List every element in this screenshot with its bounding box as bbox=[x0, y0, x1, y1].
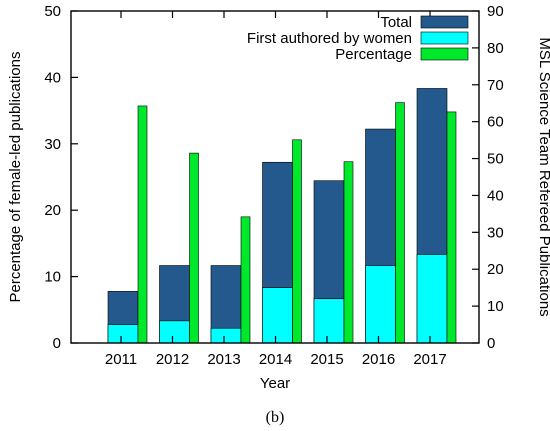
bar-first-authored-by-women bbox=[262, 287, 293, 344]
legend-swatch bbox=[420, 31, 469, 45]
y2-axis-title: MSL Science Team Refereed Publications bbox=[536, 37, 550, 316]
y2-tick-label: 70 bbox=[487, 77, 504, 94]
bar-percentage bbox=[189, 152, 199, 344]
bars-layer bbox=[107, 88, 457, 344]
y2-tick-label: 30 bbox=[487, 224, 504, 241]
x-tick-label: 2014 bbox=[259, 351, 292, 368]
x-tick-label: 2017 bbox=[413, 351, 446, 368]
x-axis-title: Year bbox=[260, 375, 290, 392]
legend-swatch bbox=[420, 47, 469, 61]
y2-tick-label: 60 bbox=[487, 114, 504, 131]
y-tick-label: 30 bbox=[44, 136, 61, 153]
legend-label: Percentage bbox=[335, 46, 412, 63]
y-tick-label: 50 bbox=[44, 3, 61, 20]
bar-percentage bbox=[395, 102, 405, 344]
y-tick-label: 10 bbox=[44, 269, 61, 286]
bar-first-authored-by-women bbox=[107, 324, 139, 344]
x-axis-ticks: 2011 2012 2013 2014 2015 2016 2017 bbox=[105, 11, 447, 368]
y2-tick-label: 40 bbox=[487, 187, 504, 204]
y2-tick-label: 50 bbox=[487, 151, 504, 168]
legend-label: Total bbox=[380, 14, 412, 31]
y-tick-label: 0 bbox=[53, 335, 61, 352]
x-tick-label: 2013 bbox=[207, 351, 240, 368]
bar-percentage bbox=[292, 139, 302, 344]
bar-percentage bbox=[240, 216, 251, 344]
y-tick-label: 40 bbox=[44, 69, 61, 86]
y2-tick-label: 0 bbox=[487, 335, 495, 352]
bar-percentage bbox=[343, 161, 354, 344]
bar-percentage bbox=[446, 111, 457, 344]
x-tick-label: 2016 bbox=[362, 351, 395, 368]
bar-first-authored-by-women bbox=[210, 327, 242, 344]
y-axis-title: Percentage of female-led publications bbox=[7, 52, 24, 303]
y2-tick-label: 20 bbox=[487, 261, 504, 278]
legend-swatch bbox=[420, 15, 469, 29]
bar-first-authored-by-women bbox=[365, 265, 396, 344]
figure-caption: (b) bbox=[266, 409, 285, 426]
right-axis-ticks: 0 10 20 30 40 50 60 70 80 90 bbox=[472, 3, 504, 352]
x-tick-label: 2012 bbox=[156, 351, 189, 368]
bar-first-authored-by-women bbox=[159, 320, 190, 344]
bar-percentage bbox=[137, 105, 148, 344]
bar-first-authored-by-women bbox=[416, 254, 448, 344]
x-tick-label: 2011 bbox=[105, 351, 137, 368]
legend-label: First authored by women bbox=[247, 30, 412, 47]
bar-first-authored-by-women bbox=[313, 298, 345, 344]
x-tick-label: 2015 bbox=[310, 351, 343, 368]
y-tick-label: 20 bbox=[44, 202, 61, 219]
y2-tick-label: 80 bbox=[487, 40, 504, 57]
left-axis-ticks: 0 10 20 30 40 50 bbox=[44, 3, 78, 352]
y2-tick-label: 10 bbox=[487, 298, 504, 315]
y2-tick-label: 90 bbox=[487, 3, 504, 20]
